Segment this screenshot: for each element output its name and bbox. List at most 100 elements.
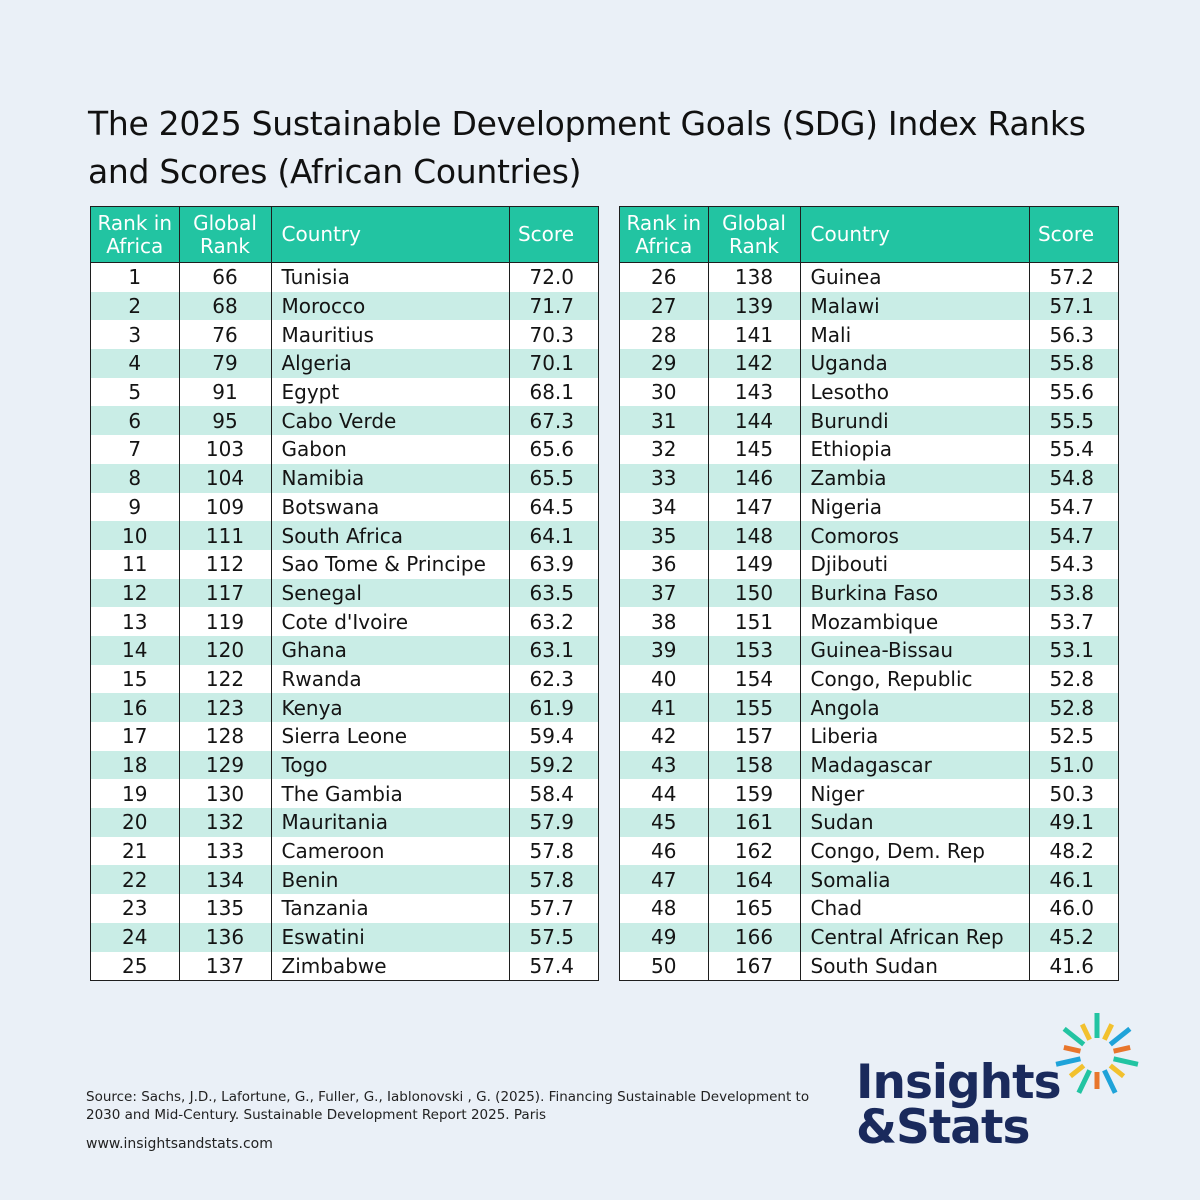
global-rank-cell: 158 — [707, 750, 800, 780]
country-cell: Zambia — [799, 463, 1029, 493]
rank-africa-cell: 4 — [91, 349, 179, 378]
score-cell: 52.8 — [1028, 693, 1118, 722]
rank-africa-cell: 24 — [91, 922, 179, 952]
score-cell: 57.2 — [1028, 262, 1118, 292]
country-cell: Lesotho — [799, 377, 1029, 407]
website-link[interactable]: www.insightsandstats.com — [86, 1136, 273, 1152]
country-cell: Guinea-Bissau — [799, 635, 1029, 665]
global-rank-cell: 148 — [707, 521, 800, 550]
logo-ray — [1108, 1063, 1126, 1079]
score-cell: 48.2 — [1028, 836, 1118, 866]
global-rank-cell: 144 — [707, 406, 800, 436]
global-rank-cell: 68 — [178, 291, 271, 321]
score-cell: 63.1 — [508, 635, 598, 665]
country-cell: Congo, Dem. Rep — [799, 836, 1029, 866]
country-cell: Somalia — [799, 865, 1029, 895]
table-row: 38 151 Mozambique 53.7 — [620, 607, 1118, 636]
table-row: 37 150 Burkina Faso 53.8 — [620, 578, 1118, 608]
rank-africa-cell: 17 — [122, 724, 148, 749]
table-header-row: Rank in Africa Global Rank Country Score — [91, 207, 598, 263]
country-cell: Tanzania — [270, 894, 509, 923]
rank-africa-cell: 36 — [651, 552, 677, 577]
country-cell: Gabon — [270, 435, 509, 464]
table-row: 36 149 Djibouti 54.3 — [620, 549, 1118, 579]
table-header-row: Rank in Africa Global Rank Country Score — [620, 207, 1118, 263]
country-cell: Cameroon — [270, 836, 509, 866]
score-cell: 50.3 — [1028, 779, 1118, 809]
rank-africa-cell: 19 — [122, 781, 148, 806]
table-row: 26 138 Guinea 57.2 — [620, 262, 1118, 292]
table-row: 14 120 Ghana 63.1 — [91, 635, 598, 665]
header-country: Country — [270, 207, 509, 263]
table-row: 46 162 Congo, Dem. Rep 48.2 — [620, 836, 1118, 866]
country-cell: Eswatini — [270, 922, 509, 952]
score-cell: 63.2 — [508, 607, 598, 636]
table-row: 15 122 Rwanda 62.3 — [91, 664, 598, 694]
global-rank-cell: 150 — [707, 578, 800, 608]
global-rank-cell: 136 — [178, 922, 271, 952]
header-rank-africa: Rank in Africa — [91, 207, 179, 263]
header-global-rank: Global Rank — [707, 207, 800, 263]
source-citation: Source: Sachs, J.D., Lafortune, G., Full… — [86, 1089, 810, 1123]
header-global-rank-line2: Rank — [200, 233, 250, 258]
rank-africa-cell: 2 — [91, 291, 179, 321]
global-rank-cell: 135 — [178, 894, 271, 923]
rank-africa-cell: 16 — [91, 693, 179, 722]
score-cell: 59.2 — [508, 750, 598, 780]
global-rank-cell: 132 — [178, 808, 271, 837]
score-cell: 54.7 — [1028, 492, 1118, 522]
table-row: 41 155 Angola 52.8 — [620, 693, 1118, 722]
table-row: 28 141 Mali 56.3 — [620, 320, 1118, 350]
score-cell: 57.7 — [508, 894, 598, 923]
rank-africa-cell: 42 — [651, 724, 677, 749]
rank-africa-cell: 35 — [620, 521, 708, 550]
global-rank-cell: 128 — [178, 722, 271, 751]
country-cell: South Sudan — [799, 951, 1029, 981]
rank-africa-cell: 14 — [91, 635, 179, 665]
global-rank-cell: 159 — [707, 779, 800, 809]
country-cell: Rwanda — [270, 664, 509, 694]
global-rank-cell: 111 — [178, 521, 271, 550]
rank-africa-cell: 3 — [128, 322, 142, 347]
insights-stats-logo: Insights &Stats — [856, 1010, 1146, 1170]
global-rank-cell: 112 — [178, 549, 271, 579]
score-cell: 51.0 — [1028, 750, 1118, 780]
rank-africa-cell: 27 — [620, 291, 708, 321]
country-cell: Namibia — [270, 463, 509, 493]
score-cell: 64.5 — [508, 492, 598, 522]
logo-ray — [1079, 1023, 1092, 1041]
rank-africa-cell: 49 — [620, 922, 708, 952]
table-row: 24 136 Eswatini 57.5 — [91, 922, 598, 952]
country-cell: Togo — [270, 750, 509, 780]
table-row: 9 109 Botswana 64.5 — [91, 492, 598, 522]
country-cell: Benin — [270, 865, 509, 895]
score-cell: 54.8 — [1028, 463, 1118, 493]
rank-africa-cell: 48 — [651, 896, 677, 921]
rank-africa-cell: 41 — [620, 693, 708, 722]
logo-wordmark: Insights &Stats — [856, 1055, 1062, 1151]
header-rank-africa-line1: Rank in — [97, 210, 173, 235]
score-cell: 53.1 — [1028, 635, 1118, 665]
score-cell: 57.5 — [508, 922, 598, 952]
country-cell: Uganda — [799, 349, 1029, 378]
country-cell: Angola — [799, 693, 1029, 722]
logo-ray — [1076, 1069, 1092, 1094]
score-cell: 70.1 — [508, 349, 598, 378]
score-cell: 54.3 — [1028, 549, 1118, 579]
rank-africa-cell: 50 — [651, 953, 677, 978]
rank-africa-cell: 28 — [651, 322, 677, 347]
score-cell: 59.4 — [508, 722, 598, 751]
score-cell: 65.5 — [508, 463, 598, 493]
score-cell: 72.0 — [508, 262, 598, 292]
score-cell: 52.8 — [1028, 664, 1118, 694]
global-rank-cell: 138 — [707, 262, 800, 292]
rank-table: Rank in Africa Global Rank Country Score… — [620, 207, 1118, 981]
table-row: 19 130 The Gambia 58.4 — [91, 779, 598, 809]
global-rank-cell: 123 — [178, 693, 271, 722]
header-global-rank-line1: Global — [722, 210, 786, 235]
table-body-right: 26 138 Guinea 57.2 27 139 Malawi 57.1 28 141 Mali 5… — [620, 262, 1118, 981]
logo-line1: Insights — [856, 1055, 1062, 1110]
table-row: 27 139 Malawi 57.1 — [620, 291, 1118, 321]
score-cell: 70.3 — [508, 320, 598, 350]
score-cell: 58.4 — [508, 779, 598, 809]
